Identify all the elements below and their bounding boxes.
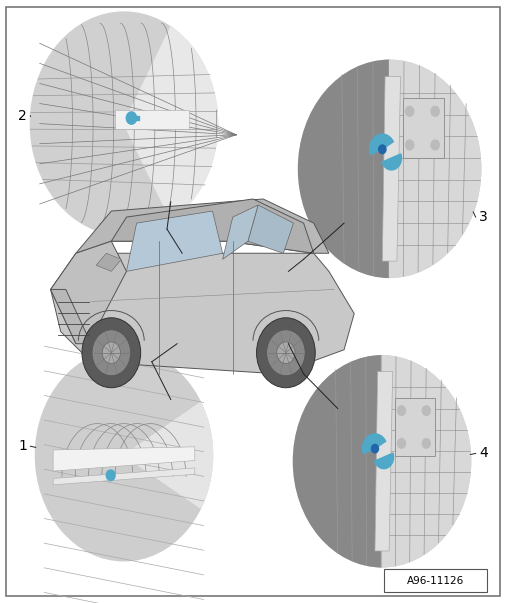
Circle shape (430, 106, 438, 116)
Circle shape (397, 406, 405, 415)
Circle shape (405, 106, 413, 116)
Bar (127, 116, 139, 120)
Polygon shape (50, 253, 354, 374)
Text: A96-11126: A96-11126 (406, 576, 463, 586)
Wedge shape (298, 60, 389, 277)
Circle shape (92, 330, 130, 376)
Circle shape (378, 145, 385, 154)
Circle shape (422, 438, 429, 448)
Polygon shape (382, 77, 400, 261)
Circle shape (422, 406, 429, 415)
Text: 1: 1 (18, 439, 27, 453)
Polygon shape (76, 199, 328, 253)
Circle shape (293, 356, 470, 567)
Wedge shape (389, 60, 480, 277)
Wedge shape (124, 403, 212, 508)
Circle shape (430, 140, 438, 150)
Polygon shape (50, 289, 91, 344)
Circle shape (35, 350, 212, 561)
Wedge shape (362, 434, 385, 453)
Polygon shape (247, 205, 293, 253)
Polygon shape (111, 199, 313, 253)
Polygon shape (53, 468, 194, 485)
Circle shape (276, 342, 294, 364)
Bar (402, 98, 443, 158)
Text: 2: 2 (18, 109, 27, 123)
Wedge shape (381, 154, 400, 170)
Circle shape (102, 342, 120, 364)
Wedge shape (381, 356, 470, 567)
Circle shape (106, 470, 115, 481)
Circle shape (298, 60, 480, 277)
Circle shape (82, 318, 140, 388)
Circle shape (266, 330, 305, 376)
Polygon shape (53, 447, 194, 471)
Circle shape (256, 318, 315, 388)
Text: 4: 4 (478, 446, 487, 461)
Circle shape (30, 12, 217, 235)
Polygon shape (115, 110, 189, 129)
Wedge shape (293, 356, 381, 567)
Circle shape (371, 444, 378, 453)
Bar (383, 569, 486, 592)
Polygon shape (50, 241, 126, 344)
Wedge shape (124, 27, 217, 220)
Polygon shape (374, 371, 392, 551)
Wedge shape (369, 134, 392, 154)
Text: 3: 3 (478, 210, 487, 224)
Polygon shape (126, 211, 222, 271)
Bar (394, 398, 434, 456)
Polygon shape (96, 253, 121, 271)
Circle shape (397, 438, 405, 448)
Polygon shape (222, 205, 258, 259)
Circle shape (126, 112, 136, 124)
Wedge shape (374, 453, 393, 469)
Circle shape (405, 140, 413, 150)
